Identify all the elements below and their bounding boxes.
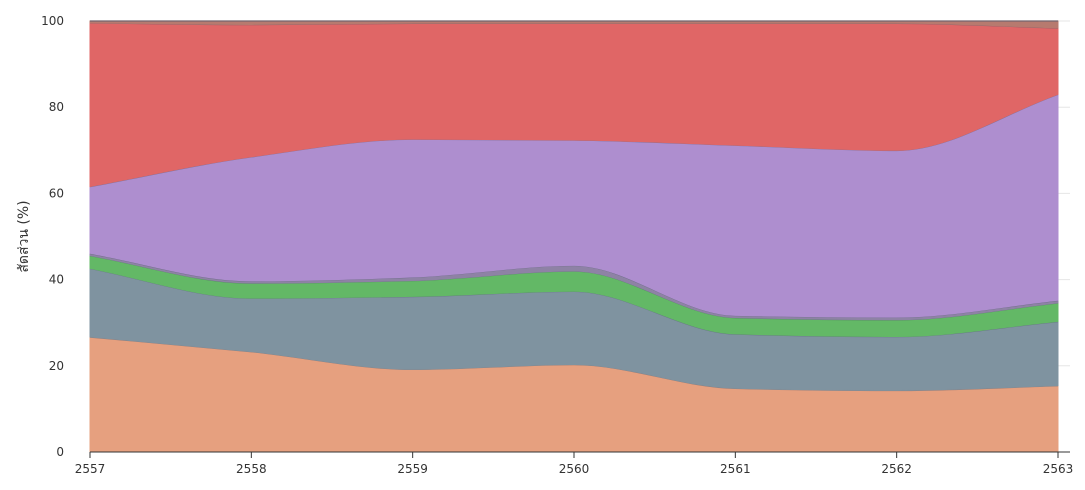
y-tick-labels: 0 20 40 60 80 100	[41, 14, 64, 459]
x-tick-label: 2560	[559, 462, 590, 476]
x-tick-label: 2563	[1043, 462, 1074, 476]
x-tick-label: 2559	[397, 462, 428, 476]
x-tick-label: 2557	[75, 462, 106, 476]
y-tick-label: 60	[49, 186, 64, 200]
y-axis-title: สัดส่วน (%)	[16, 200, 32, 272]
area-series	[89, 20, 1059, 453]
y-tick-label: 80	[49, 100, 64, 114]
x-tick-labels: 2557 2558 2559 2560 2561 2562 2563	[75, 452, 1074, 476]
y-tick-label: 40	[49, 273, 64, 287]
x-tick-label: 2561	[720, 462, 751, 476]
x-tick-label: 2558	[236, 462, 267, 476]
y-tick-label: 100	[41, 14, 64, 28]
y-tick-label: 0	[56, 445, 64, 459]
x-tick-label: 2562	[881, 462, 912, 476]
y-tick-label: 20	[49, 359, 64, 373]
